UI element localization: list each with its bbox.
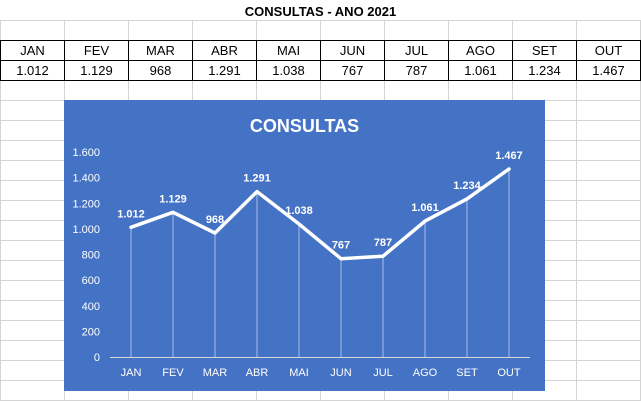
- x-tick-label: OUT: [497, 367, 521, 379]
- data-point[interactable]: [507, 167, 511, 171]
- y-tick-label: 1.600: [72, 147, 100, 159]
- y-tick-label: 0: [94, 352, 100, 364]
- data-label: 1.012: [117, 208, 145, 220]
- data-point[interactable]: [381, 254, 385, 258]
- data-label: 1.234: [453, 180, 481, 192]
- data-point[interactable]: [171, 210, 175, 214]
- data-label: 787: [374, 237, 392, 249]
- x-tick-label: JUL: [373, 367, 393, 379]
- x-tick-label: JUN: [330, 367, 351, 379]
- table-header-cell[interactable]: AGO: [448, 40, 513, 61]
- x-tick-label: FEV: [162, 367, 184, 379]
- table-header-cell[interactable]: JAN: [0, 40, 65, 61]
- x-tick-label: MAR: [203, 367, 228, 379]
- table-value-cell[interactable]: 968: [128, 60, 193, 81]
- y-tick-label: 400: [82, 301, 100, 313]
- data-point[interactable]: [465, 197, 469, 201]
- data-point[interactable]: [297, 222, 301, 226]
- data-point[interactable]: [423, 219, 427, 223]
- data-point[interactable]: [339, 257, 343, 261]
- y-tick-label: 1.000: [72, 224, 100, 236]
- table-header-row: JAN FEV MAR ABR MAI JUN JUL AGO SET OUT: [0, 40, 641, 61]
- table-header-cell[interactable]: MAI: [256, 40, 321, 61]
- data-point[interactable]: [129, 225, 133, 229]
- data-label: 1.038: [285, 205, 313, 217]
- data-label: 1.291: [243, 173, 271, 185]
- y-tick-label: 1.400: [72, 173, 100, 185]
- data-label: 1.061: [411, 202, 439, 214]
- data-table: JAN FEV MAR ABR MAI JUN JUL AGO SET OUT …: [0, 40, 641, 81]
- table-header-cell[interactable]: JUN: [320, 40, 385, 61]
- data-point[interactable]: [213, 231, 217, 235]
- chart-title: CONSULTAS: [250, 116, 359, 136]
- table-header-cell[interactable]: FEV: [64, 40, 129, 61]
- table-header-cell[interactable]: ABR: [192, 40, 257, 61]
- table-header-cell[interactable]: JUL: [384, 40, 449, 61]
- y-tick-label: 600: [82, 275, 100, 287]
- table-value-cell[interactable]: 1.467: [576, 60, 641, 81]
- table-value-cell[interactable]: 1.234: [512, 60, 577, 81]
- data-label: 968: [206, 214, 224, 226]
- chart-area[interactable]: CONSULTAS 0 200 400 600 800 1.000 1.200 1.400 1.6…: [64, 100, 545, 391]
- line-chart: CONSULTAS 0 200 400 600 800 1.000 1.200 1.400 1.6…: [72, 116, 530, 379]
- y-tick-label: 800: [82, 250, 100, 262]
- x-tick-label: ABR: [246, 367, 269, 379]
- table-value-cell[interactable]: 1.012: [0, 60, 65, 81]
- sheet-title: CONSULTAS - ANO 2021: [244, 4, 397, 19]
- y-tick-label: 1.200: [72, 198, 100, 210]
- table-value-cell[interactable]: 767: [320, 60, 385, 81]
- y-tick-label: 200: [82, 326, 100, 338]
- table-value-cell[interactable]: 1.061: [448, 60, 513, 81]
- table-value-cell[interactable]: 787: [384, 60, 449, 81]
- x-tick-label: JAN: [121, 367, 142, 379]
- table-value-cell[interactable]: 1.038: [256, 60, 321, 81]
- series-line: [129, 167, 511, 261]
- table-header-cell[interactable]: MAR: [128, 40, 193, 61]
- table-value-cell[interactable]: 1.129: [64, 60, 129, 81]
- data-label: 1.129: [159, 193, 187, 205]
- table-value-cell[interactable]: 1.291: [192, 60, 257, 81]
- x-tick-label: SET: [456, 367, 478, 379]
- table-value-row: 1.012 1.129 968 1.291 1.038 767 787 1.06…: [0, 60, 641, 81]
- table-header-cell[interactable]: SET: [512, 40, 577, 61]
- table-header-cell[interactable]: OUT: [576, 40, 641, 61]
- x-tick-label: AGO: [413, 367, 438, 379]
- data-point[interactable]: [255, 190, 259, 194]
- data-label: 767: [332, 240, 350, 252]
- x-tick-label: MAI: [289, 367, 309, 379]
- data-label: 1.467: [495, 150, 523, 162]
